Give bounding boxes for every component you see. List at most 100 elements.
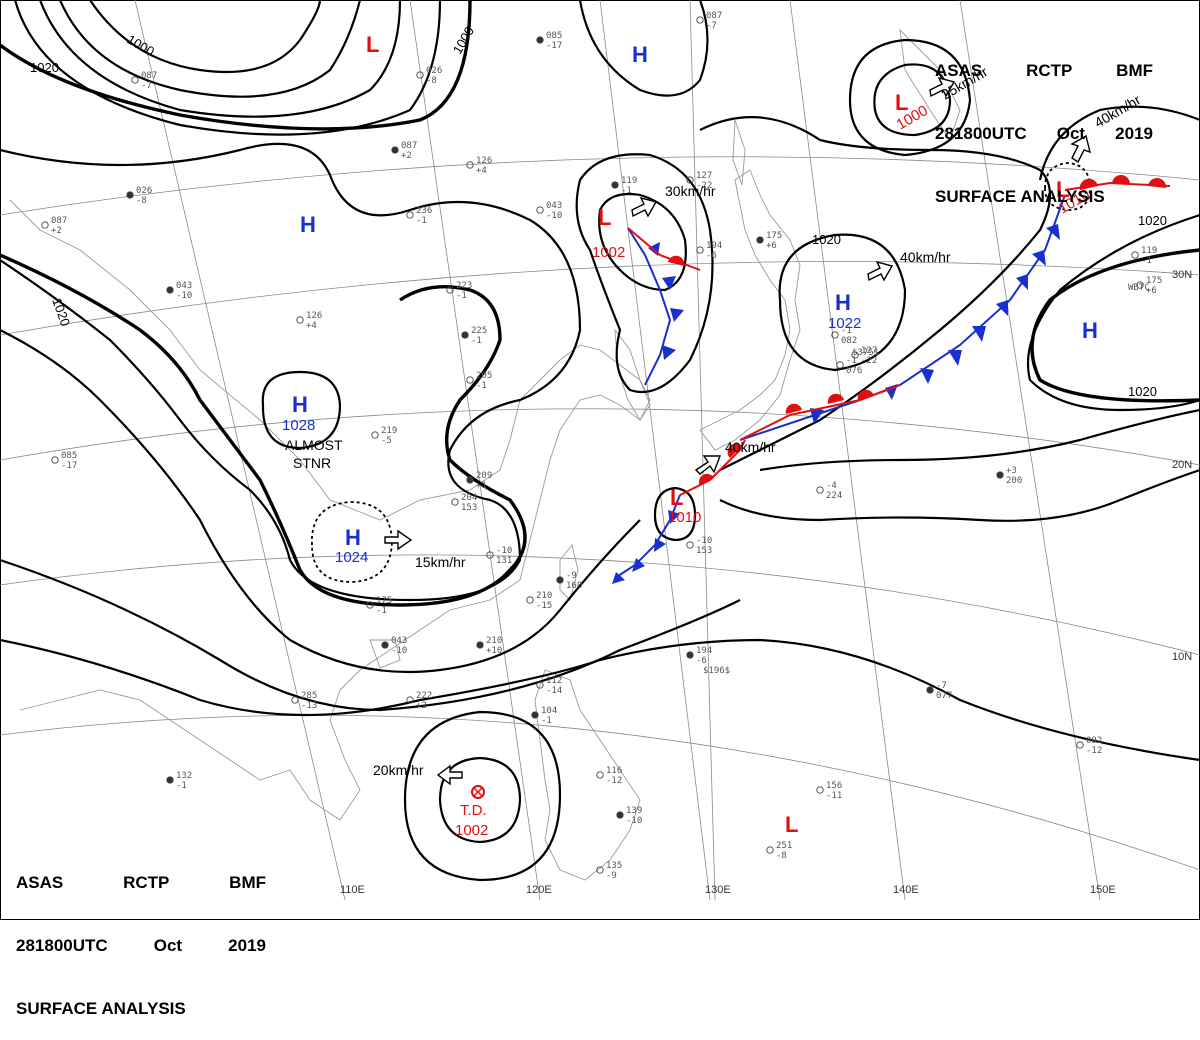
movement-speed: 30km/hr bbox=[665, 183, 716, 199]
warm-front-bump bbox=[727, 443, 742, 458]
lon-label-110e: 110E bbox=[340, 884, 365, 896]
high-pressure-symbol: H bbox=[1082, 318, 1098, 343]
station-circle-icon bbox=[416, 71, 424, 79]
coastlines bbox=[9, 28, 961, 881]
coast-taiwan bbox=[559, 544, 579, 601]
low-pressure-symbol: L bbox=[670, 485, 683, 510]
station-pressure: +3 bbox=[1006, 466, 1017, 476]
station-pressure: 236 bbox=[416, 206, 432, 216]
movement-speed: 40km/hr bbox=[900, 249, 951, 265]
motion-arrow-icon bbox=[867, 260, 894, 282]
station-pressure: 127 bbox=[861, 346, 877, 356]
station-tendency: -1 bbox=[476, 381, 487, 391]
station-code: RCTP bbox=[123, 873, 170, 892]
station-circle-icon bbox=[291, 696, 299, 704]
station-pressure: 127 bbox=[696, 171, 712, 181]
station-tendency: +1 bbox=[476, 481, 487, 491]
station-pressure: 085 bbox=[546, 31, 562, 41]
cold-front-tooth bbox=[810, 408, 824, 424]
station-circle-icon bbox=[406, 211, 414, 219]
cold-front-tooth bbox=[662, 276, 676, 290]
isobar-low-korea-inner bbox=[598, 192, 687, 292]
station-pressure: 092 bbox=[1086, 736, 1102, 746]
station-tendency: -12 bbox=[606, 776, 622, 786]
lat-line-20n bbox=[0, 408, 1200, 466]
cold-front-tooth bbox=[612, 572, 625, 584]
station-tendency: -7 bbox=[706, 21, 717, 31]
office-code: BMF bbox=[1116, 61, 1153, 80]
graticule bbox=[0, 0, 1200, 901]
station-tendency: -5 bbox=[381, 436, 392, 446]
station-pressure: 026 bbox=[136, 186, 152, 196]
cold-front-tooth bbox=[1046, 224, 1060, 240]
station-tendency: -1 bbox=[376, 606, 387, 616]
isobar-north-wide bbox=[0, 142, 582, 602]
isobar-ne-1 bbox=[1038, 105, 1200, 181]
station-pressure: 116 bbox=[606, 766, 622, 776]
isobar-okhotsk-high bbox=[578, 0, 709, 97]
coast-philippines bbox=[534, 669, 641, 881]
station-tendency: -10 bbox=[546, 211, 562, 221]
station-code: RCTP bbox=[1026, 61, 1073, 80]
lon-line-130e bbox=[689, 0, 716, 901]
lon-line-110e bbox=[134, 0, 346, 901]
isobar-ring-nw-2 bbox=[58, 0, 362, 98]
station-tendency: +6 bbox=[766, 241, 777, 251]
cold-front-tooth bbox=[996, 300, 1008, 316]
cold-front-tooth bbox=[654, 538, 666, 552]
cold-front-tooth bbox=[662, 345, 676, 360]
station-circle-icon bbox=[756, 236, 764, 244]
high-pressure-symbol: H bbox=[345, 525, 361, 550]
station-pressure: 251 bbox=[776, 841, 792, 851]
system-note: ALMOST bbox=[285, 437, 343, 453]
valid-month: Oct bbox=[1056, 124, 1086, 143]
station-tendency: -7 bbox=[141, 81, 152, 91]
station-tendency: -17 bbox=[546, 41, 562, 51]
station-circle-icon bbox=[686, 176, 694, 184]
warm-front-taiwan bbox=[679, 439, 746, 496]
cold-front-tooth bbox=[632, 558, 645, 572]
station-tendency: 131 bbox=[496, 556, 512, 566]
station-tendency: -17 bbox=[61, 461, 77, 471]
isobar-label: 1020 bbox=[49, 296, 73, 328]
station-pressure: 285 bbox=[301, 691, 317, 701]
isobar-1020-east bbox=[1030, 248, 1200, 403]
isobar-1024-dotted bbox=[311, 501, 393, 583]
high-pressure-symbol: H bbox=[632, 42, 648, 67]
isobar-label: 1020 bbox=[812, 232, 841, 247]
isobar-south-wide bbox=[0, 558, 741, 712]
station-circle-icon bbox=[381, 641, 389, 649]
station-circle-icon bbox=[611, 181, 619, 189]
station-pressure: 126 bbox=[306, 311, 322, 321]
station-circle-icon bbox=[446, 286, 454, 294]
surface-analysis-map: 1000 1000 1020 1020 1020 1020 1020 bbox=[0, 0, 1200, 920]
tropical-depression-icon bbox=[471, 785, 485, 799]
station-tendency: 200 bbox=[1006, 476, 1022, 486]
station-tendency: 076 bbox=[846, 366, 862, 376]
station-tendency: -1 bbox=[541, 716, 552, 726]
station-pressure: 043 bbox=[546, 201, 562, 211]
station-circle-icon bbox=[836, 361, 844, 369]
lat-line-10n bbox=[0, 554, 1200, 656]
motion-arrow-icon bbox=[631, 196, 658, 218]
station-pressure: 119 bbox=[1141, 246, 1157, 256]
lat-line-0 bbox=[0, 714, 1200, 871]
cold-front-tooth bbox=[920, 368, 934, 384]
station-pressure: 219 bbox=[381, 426, 397, 436]
movement-arrows bbox=[384, 76, 1091, 786]
station-pressure: 085 bbox=[61, 451, 77, 461]
station-tendency: -12 bbox=[1086, 746, 1102, 756]
valid-year: 2019 bbox=[228, 936, 266, 955]
valid-time: 281800UTC bbox=[16, 936, 108, 955]
station-pressure: 205 bbox=[476, 371, 492, 381]
lat-label-30n: 30N bbox=[1172, 269, 1192, 281]
station-circle-icon bbox=[596, 866, 604, 874]
station-pressure: 087 bbox=[141, 71, 157, 81]
station-tendency: -22 bbox=[861, 356, 877, 366]
td-label: T.D. bbox=[460, 802, 487, 819]
station-pressure: 119 bbox=[621, 176, 637, 186]
high-pressure-symbol: H bbox=[300, 212, 316, 237]
station-tendency: -22 bbox=[696, 181, 712, 191]
product-name: SURFACE ANALYSIS bbox=[935, 187, 1105, 206]
